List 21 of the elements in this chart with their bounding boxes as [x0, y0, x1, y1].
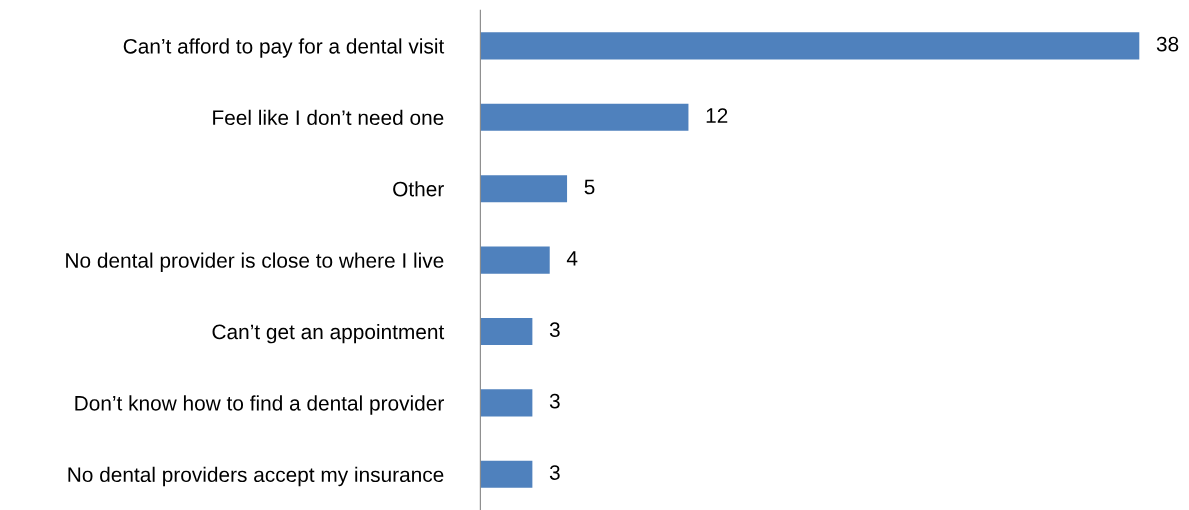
y-tick-label: Don’t know how to find a dental provider — [75, 395, 444, 415]
data-label: 38 — [1156, 36, 1179, 52]
bar — [480, 246, 550, 274]
bar — [480, 460, 533, 488]
data-label: 12 — [706, 108, 728, 123]
y-tick-label: No dental provider is close to where I live — [66, 252, 444, 272]
data-label: 3 — [549, 465, 560, 480]
y-tick-label: Other — [393, 181, 444, 197]
data-label: 3 — [549, 322, 560, 338]
data-label: 5 — [584, 179, 595, 195]
bar — [480, 389, 533, 417]
bar — [480, 175, 568, 203]
y-tick-label: Can’t get an appointment — [212, 323, 445, 344]
bar — [480, 317, 533, 346]
bar — [480, 103, 689, 131]
y-tick-label: Feel like I don’t need one — [213, 109, 444, 126]
data-label: 3 — [549, 393, 560, 409]
y-tick-label: No dental providers accept my insurance — [68, 466, 444, 487]
bar — [480, 32, 1140, 60]
data-label: 4 — [566, 251, 578, 266]
y-tick-label: Can’t afford to pay for a dental visit — [123, 38, 445, 58]
